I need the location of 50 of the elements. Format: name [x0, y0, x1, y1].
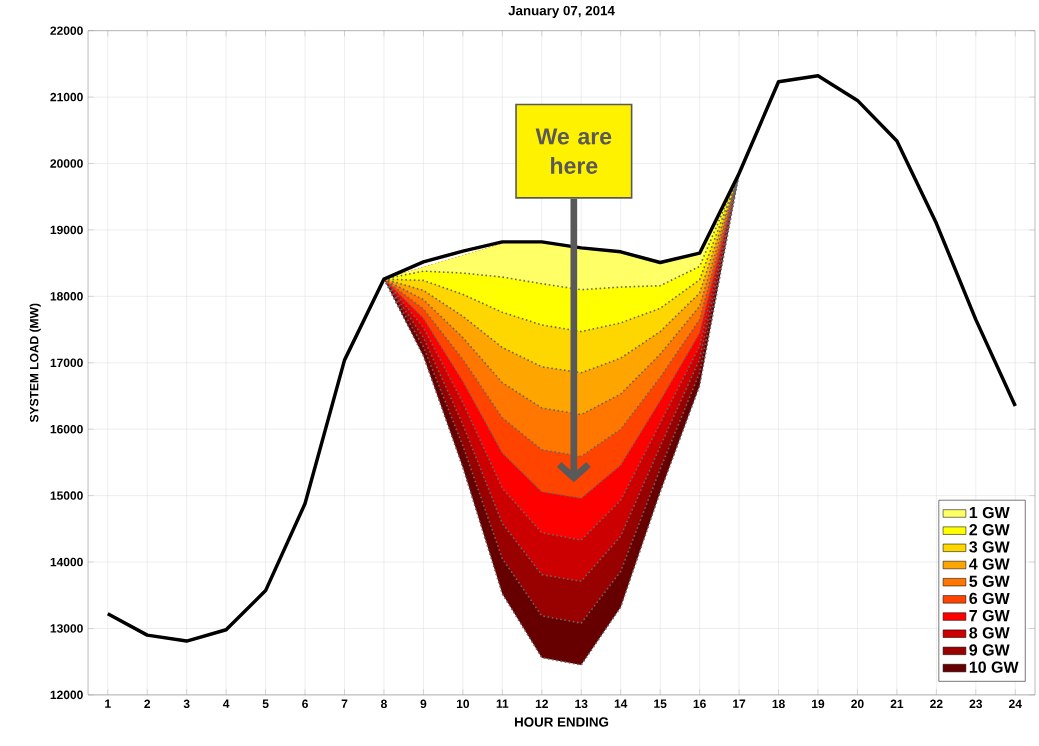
- y-tick-label: 17000: [50, 358, 83, 368]
- legend-label: 6 GW: [969, 593, 1010, 605]
- legend-label: 1 GW: [969, 507, 1010, 519]
- chart-title: January 07, 2014: [508, 6, 615, 19]
- x-tick-label: 14: [614, 699, 628, 709]
- y-tick-label: 19000: [50, 225, 83, 235]
- x-tick-label: 3: [183, 699, 190, 709]
- x-tick-label: 1: [105, 699, 111, 709]
- x-tick-label: 24: [1009, 699, 1022, 709]
- legend-label: 3 GW: [969, 541, 1010, 553]
- x-tick-label: 21: [890, 699, 904, 709]
- x-tick-label: 4: [222, 699, 230, 709]
- legend-label: 2 GW: [969, 524, 1010, 536]
- x-tick-label: 5: [262, 699, 269, 709]
- y-tick-label: 15000: [50, 491, 83, 501]
- x-tick-label: 17: [733, 699, 746, 709]
- x-tick-label: 15: [654, 699, 667, 709]
- y-tick-label: 16000: [50, 425, 83, 434]
- y-tick-label: 14000: [50, 558, 83, 567]
- y-tick-label: 22000: [50, 26, 83, 36]
- x-tick-label: 7: [341, 699, 348, 709]
- x-tick-label: 20: [851, 699, 864, 709]
- x-tick-label: 11: [496, 699, 509, 709]
- annotation: We are here: [535, 128, 612, 175]
- line-series: [106, 74, 1018, 644]
- x-tick-label: 12: [535, 699, 548, 709]
- y-tick-label: 20000: [50, 159, 83, 168]
- x-tick-label: 9: [420, 699, 427, 709]
- legend-label: 4 GW: [969, 558, 1010, 570]
- y-axis-title: SYSTEM LOAD (MW): [29, 303, 41, 423]
- legend-label: 5 GW: [969, 575, 1010, 588]
- x-tick-label: 16: [693, 699, 706, 709]
- legend-label: 8 GW: [969, 627, 1010, 639]
- y-tick-label: 12000: [50, 690, 83, 700]
- x-tick-label: 19: [812, 699, 825, 709]
- x-tick-label: 23: [969, 699, 983, 709]
- x-tick-label: 8: [381, 699, 387, 709]
- y-tick-label: 13000: [50, 624, 83, 633]
- x-tick-label: 13: [575, 699, 588, 709]
- legend-label: 9 GW: [969, 644, 1010, 656]
- legend-label: 10 GW: [969, 661, 1019, 674]
- x-tick-label: 10: [456, 699, 470, 709]
- x-axis-title: HOUR ENDING: [514, 717, 609, 727]
- x-tick-label: 22: [930, 699, 943, 709]
- x-tick-label: 6: [302, 699, 308, 709]
- y-tick-label: 18000: [50, 292, 83, 301]
- x-tick-label: 2: [144, 699, 151, 709]
- y-tick-label: 21000: [50, 93, 83, 102]
- legend-label: 7 GW: [969, 610, 1010, 622]
- x-tick-label: 18: [772, 699, 785, 709]
